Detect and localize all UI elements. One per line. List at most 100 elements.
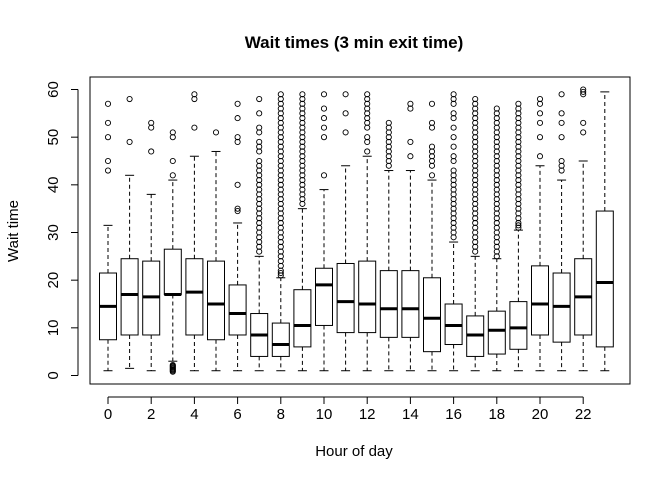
outlier-point bbox=[104, 134, 112, 141]
box-hour-9 bbox=[293, 91, 312, 372]
outlier-point bbox=[234, 115, 241, 122]
box-hour-19 bbox=[509, 100, 528, 372]
outlier-point bbox=[515, 222, 522, 229]
box-hour-12 bbox=[358, 91, 377, 372]
box-hour-6 bbox=[228, 100, 247, 372]
outlier-point bbox=[450, 153, 457, 160]
box-hour-10 bbox=[315, 91, 333, 372]
outlier-point bbox=[450, 91, 457, 98]
outlier-point bbox=[536, 110, 544, 117]
outlier-point bbox=[450, 134, 457, 141]
outlier-point bbox=[104, 157, 112, 165]
outlier-point bbox=[428, 172, 436, 179]
outlier-point bbox=[407, 153, 414, 160]
chart-title: Wait times (3 min exit time) bbox=[245, 33, 464, 52]
x-tick-label: 6 bbox=[233, 406, 241, 423]
box-iqr bbox=[487, 310, 506, 355]
outlier-point bbox=[169, 172, 176, 179]
box-iqr bbox=[401, 270, 420, 338]
outlier-point bbox=[558, 157, 565, 165]
plot-area: 0 10 20 30 40 50 60 0 2 4 6 8 10 12 14 16 18 20 22 bbox=[45, 81, 614, 423]
outlier-point bbox=[580, 88, 587, 95]
outlier-point bbox=[256, 124, 263, 131]
outlier-point bbox=[320, 172, 328, 179]
box-hour-22 bbox=[574, 86, 593, 372]
outlier-point bbox=[169, 157, 176, 165]
outlier-point bbox=[277, 91, 284, 98]
box-iqr bbox=[271, 322, 290, 357]
y-tick-label: 40 bbox=[45, 176, 62, 193]
box-hour-4 bbox=[185, 91, 204, 372]
outlier-point bbox=[169, 129, 176, 136]
outlier-point bbox=[320, 105, 328, 112]
y-tick-label: 50 bbox=[45, 129, 62, 146]
outlier-point bbox=[364, 91, 371, 98]
box-hour-17 bbox=[466, 95, 485, 372]
outlier-point bbox=[342, 91, 349, 98]
box-hour-2 bbox=[142, 119, 161, 372]
box-hour-21 bbox=[552, 91, 571, 372]
x-tick-label: 0 bbox=[104, 406, 112, 423]
box-hour-0 bbox=[99, 100, 117, 372]
outlier-point bbox=[558, 91, 565, 98]
outlier-point bbox=[428, 119, 436, 126]
x-tick-label: 2 bbox=[147, 406, 155, 423]
outlier-point bbox=[536, 153, 544, 160]
box-hour-1 bbox=[120, 95, 139, 369]
box-iqr bbox=[358, 260, 377, 334]
outlier-point bbox=[234, 181, 241, 188]
x-tick-label: 12 bbox=[359, 406, 376, 423]
outlier-point bbox=[191, 124, 198, 131]
outlier-point bbox=[126, 138, 133, 145]
outlier-point bbox=[191, 91, 198, 98]
outlier-point bbox=[234, 134, 241, 141]
outlier-point bbox=[407, 100, 414, 107]
box-iqr bbox=[509, 301, 528, 350]
box-hour-14 bbox=[401, 100, 420, 372]
y-tick-label: 30 bbox=[45, 224, 62, 241]
box-iqr bbox=[163, 248, 182, 295]
box-iqr bbox=[379, 270, 398, 338]
outlier-point bbox=[256, 95, 263, 103]
outlier-point bbox=[450, 167, 457, 174]
outlier-point bbox=[320, 91, 328, 98]
x-tick-label: 14 bbox=[402, 406, 419, 423]
outlier-point bbox=[472, 95, 479, 103]
box-hour-15 bbox=[423, 100, 441, 372]
box-hour-11 bbox=[336, 91, 355, 372]
outlier-point bbox=[580, 129, 587, 136]
outlier-point bbox=[256, 110, 263, 117]
x-tick-label: 22 bbox=[575, 406, 592, 423]
x-tick-label: 8 bbox=[277, 406, 285, 423]
x-tick-label: 16 bbox=[445, 406, 462, 423]
outlier-point bbox=[320, 134, 328, 141]
outlier-point bbox=[256, 157, 263, 165]
outlier-point bbox=[364, 148, 371, 155]
outlier-point bbox=[450, 110, 457, 117]
y-axis-label: Wait time bbox=[5, 200, 22, 262]
outlier-point bbox=[104, 119, 112, 126]
outlier-point bbox=[104, 167, 112, 174]
y-tick-label: 0 bbox=[45, 371, 62, 379]
outlier-point bbox=[580, 86, 587, 93]
outlier-point bbox=[277, 269, 284, 277]
outlier-point bbox=[299, 91, 306, 98]
outlier-point bbox=[515, 100, 522, 107]
outlier-point bbox=[234, 100, 241, 107]
box-iqr bbox=[315, 267, 333, 326]
x-tick-label: 18 bbox=[488, 406, 505, 423]
outlier-point bbox=[104, 100, 112, 107]
box-hour-8 bbox=[271, 91, 290, 372]
outlier-point bbox=[428, 100, 436, 107]
box-hour-7 bbox=[250, 95, 269, 372]
outlier-point bbox=[536, 119, 544, 126]
outlier-point bbox=[536, 134, 544, 141]
outlier-point bbox=[558, 134, 565, 141]
outlier-point bbox=[536, 95, 544, 103]
outlier-point bbox=[558, 110, 565, 117]
box-hour-23 bbox=[595, 91, 614, 372]
outlier-point bbox=[580, 119, 587, 126]
outlier-point bbox=[234, 207, 241, 215]
box-iqr bbox=[293, 289, 312, 348]
